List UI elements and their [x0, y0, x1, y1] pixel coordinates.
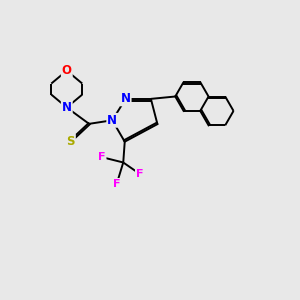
Text: O: O [62, 64, 72, 77]
Text: N: N [62, 101, 72, 114]
Text: N: N [121, 92, 130, 105]
Text: F: F [136, 169, 143, 179]
Text: N: N [107, 114, 117, 127]
Text: S: S [66, 135, 75, 148]
Text: F: F [113, 179, 121, 189]
Text: F: F [98, 152, 106, 162]
